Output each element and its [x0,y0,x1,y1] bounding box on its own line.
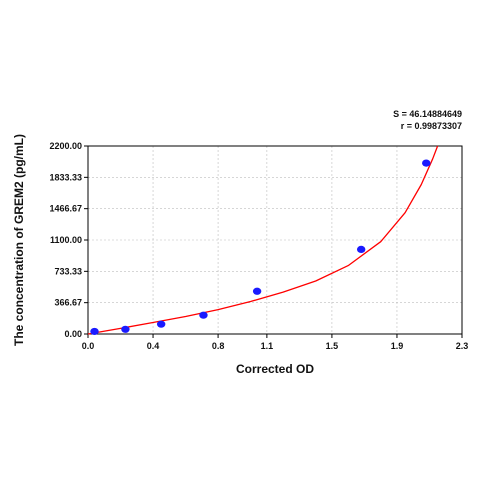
y-tick-label: 1466.67 [49,204,82,214]
x-tick-label: 2.3 [456,341,469,351]
y-tick-label: 2200.00 [49,141,82,151]
y-tick-label: 0.00 [64,329,82,339]
x-tick-label: 1.5 [326,341,339,351]
s-statistic: S = 46.14884649 [393,109,462,119]
data-point [156,320,166,328]
y-tick-label: 366.67 [54,298,82,308]
data-point [199,311,208,319]
y-tick-label: 1100.00 [50,235,82,245]
y-tick-label: 733.33 [54,266,82,276]
x-tick-label: 0.4 [147,341,160,351]
grid [88,146,462,334]
data-point [422,159,431,167]
data-point [121,325,130,333]
y-axis: 0.00 366.67 733.33 1100.00 1466.67 1833.33 220… [49,141,88,339]
y-tick-label: 1833.33 [49,172,82,182]
x-tick-label: 1.9 [391,341,404,351]
data-point [356,245,366,253]
r-statistic: r = 0.99873307 [401,121,462,131]
x-tick-label: 0.8 [212,341,225,351]
y-axis-title: The concentration of GREM2 (pg/mL) [12,134,26,346]
x-tick-label: 1.1 [261,341,274,351]
x-axis-title: Corrected OD [236,362,314,376]
plot-area [88,146,462,334]
x-tick-label: 0.0 [82,341,95,351]
data-point [90,327,99,336]
data-point [252,287,262,295]
data-points-layer [90,159,431,336]
x-axis: 0.0 0.4 0.8 1.1 1.5 1.9 2.3 [82,334,469,351]
